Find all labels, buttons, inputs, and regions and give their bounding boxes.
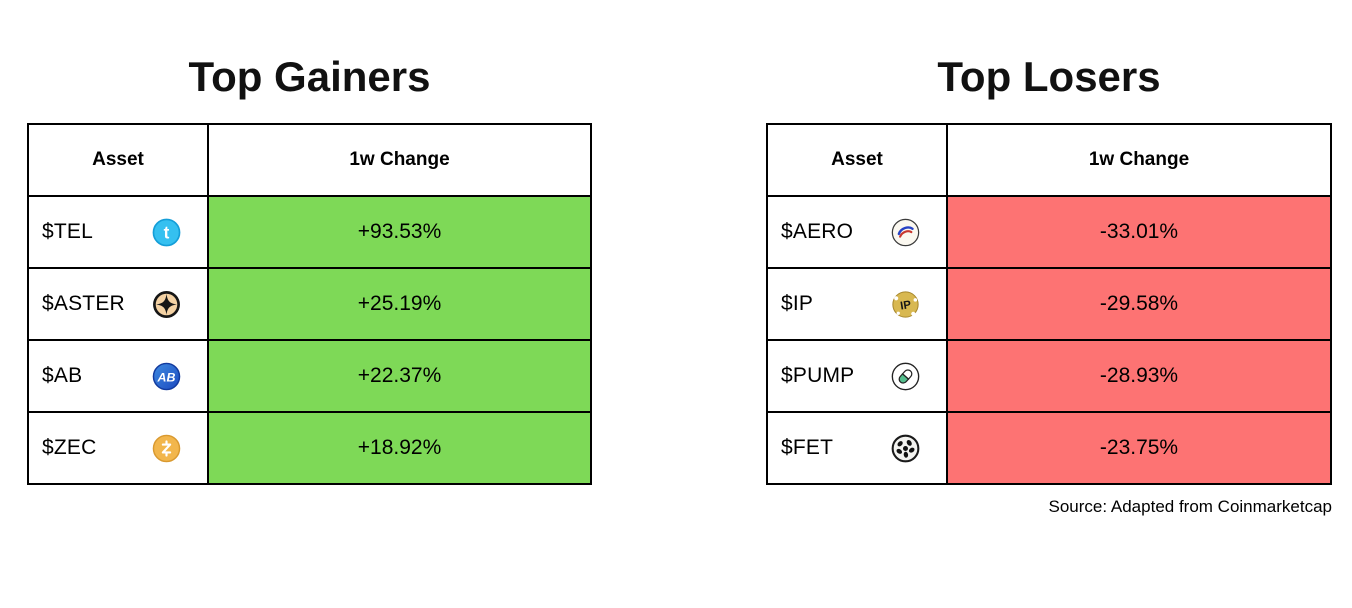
change-cell: -29.58% bbox=[946, 267, 1332, 341]
source-credit: Source: Adapted from Coinmarketcap bbox=[1048, 497, 1332, 516]
asset-ticker: $PUMP bbox=[781, 364, 855, 387]
table-row: $IP IP -29.58% bbox=[766, 267, 1332, 341]
table-row: $PUMP -28.93% bbox=[766, 339, 1332, 413]
top-gainers-panel: Top Gainers Asset 1w Change $TEL t + bbox=[27, 56, 592, 485]
top-losers-table: Asset 1w Change $AERO -33.01% $I bbox=[766, 123, 1332, 485]
change-cell: +93.53% bbox=[207, 195, 592, 269]
top-gainers-title: Top Gainers bbox=[188, 53, 431, 100]
table-row: $ASTER +25.19% bbox=[27, 267, 592, 341]
change-cell: -28.93% bbox=[946, 339, 1332, 413]
header-row: Asset 1w Change bbox=[27, 123, 592, 197]
asset-ticker: $FET bbox=[781, 436, 834, 459]
table-row: $AB AB +22.37% bbox=[27, 339, 592, 413]
ab-coin-icon: AB bbox=[152, 362, 181, 391]
asset-ticker: $AERO bbox=[781, 220, 854, 243]
change-cell: -23.75% bbox=[946, 411, 1332, 485]
asset-column-header: Asset bbox=[766, 123, 948, 197]
change-cell: +22.37% bbox=[207, 339, 592, 413]
asset-ticker: $TEL bbox=[42, 220, 93, 243]
svg-text:AB: AB bbox=[157, 370, 176, 384]
asset-ticker: $AB bbox=[42, 364, 83, 387]
top-losers-panel: Top Losers Asset 1w Change $AERO -3 bbox=[766, 56, 1332, 485]
ip-coin-icon: IP bbox=[891, 290, 920, 319]
table-row: $TEL t +93.53% bbox=[27, 195, 592, 269]
asset-ticker: $ZEC bbox=[42, 436, 97, 459]
header-row: Asset 1w Change bbox=[766, 123, 1332, 197]
asset-ticker: $IP bbox=[781, 292, 814, 315]
change-cell: -33.01% bbox=[946, 195, 1332, 269]
top-gainers-table: Asset 1w Change $TEL t +93.53% $A bbox=[27, 123, 592, 485]
change-cell: +25.19% bbox=[207, 267, 592, 341]
change-column-header: 1w Change bbox=[946, 123, 1332, 197]
asset-column-header: Asset bbox=[27, 123, 209, 197]
asset-ticker: $ASTER bbox=[42, 292, 125, 315]
tel-coin-icon: t bbox=[152, 218, 181, 247]
top-losers-title: Top Losers bbox=[937, 53, 1161, 100]
aster-coin-icon bbox=[152, 290, 181, 319]
svg-text:IP: IP bbox=[899, 299, 912, 313]
change-cell: +18.92% bbox=[207, 411, 592, 485]
table-row: $FET -23.75% bbox=[766, 411, 1332, 485]
pump-coin-icon bbox=[891, 362, 920, 391]
svg-text:t: t bbox=[164, 223, 170, 242]
zec-coin-icon bbox=[152, 434, 181, 463]
table-row: $AERO -33.01% bbox=[766, 195, 1332, 269]
fet-coin-icon bbox=[891, 434, 920, 463]
change-column-header: 1w Change bbox=[207, 123, 592, 197]
aero-coin-icon bbox=[891, 218, 920, 247]
table-row: $ZEC +18.92% bbox=[27, 411, 592, 485]
